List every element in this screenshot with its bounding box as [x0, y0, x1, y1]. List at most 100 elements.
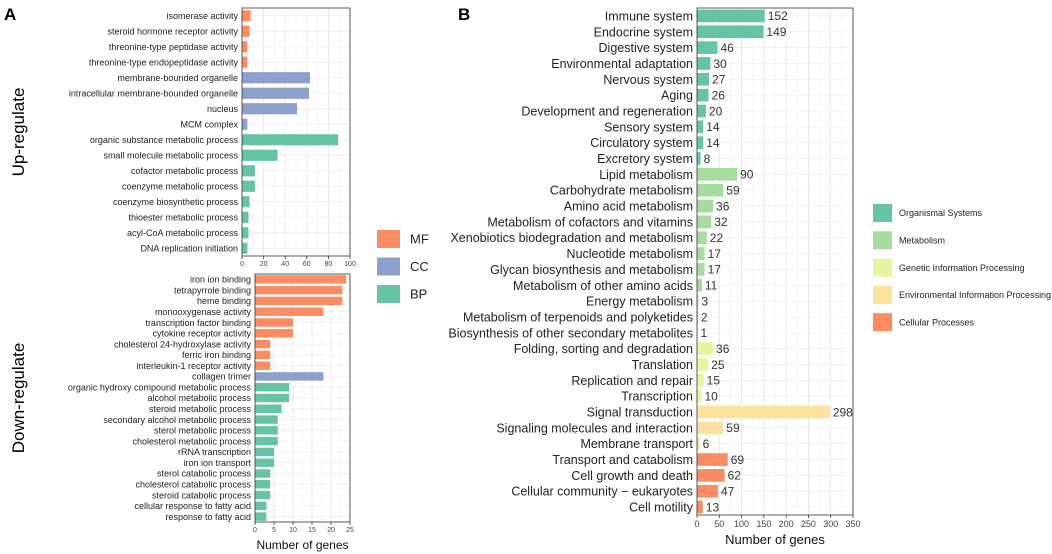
bar-interleukin-1-receptor-activity [255, 361, 271, 370]
category-label: secondary alcohol metabolic process [103, 415, 251, 425]
data-label: 2 [701, 310, 708, 324]
category-label: Nervous system [603, 73, 693, 87]
bar-lipid-metabolism [697, 168, 738, 181]
category-label: response to fatty acid [165, 512, 251, 522]
category-label: cofactor metabolic process [131, 166, 239, 176]
x-tick-label: 200 [779, 519, 794, 529]
legend-label: Organismal Systems [899, 208, 983, 218]
panel-b-label: B [458, 5, 470, 24]
category-label: thioester metabolic process [128, 212, 238, 222]
bar-metabolism-of-cofactors-and-vitamins [697, 215, 712, 229]
category-label: Signaling molecules and interaction [496, 421, 693, 435]
category-label: Lipid metabolism [599, 168, 693, 182]
bar-steroid-hormone-receptor-activity [242, 25, 250, 37]
x-axis-label: Number of genes [256, 538, 348, 552]
x-tick-label: 20 [327, 527, 335, 534]
bar-xenobiotics-biodegradation-and-metabolism [697, 231, 707, 245]
bar-amino-acid-metabolism [697, 199, 714, 213]
bar-endocrine-system [697, 25, 764, 39]
data-label: 1 [700, 326, 707, 340]
category-label: Transcription [621, 390, 693, 404]
legend-label: MF [410, 232, 429, 247]
bar-metabolism-of-terpenoids-and-polyketides [697, 310, 698, 324]
bar-glycan-biosynthesis-and-metabolism [697, 263, 705, 276]
data-label: 36 [716, 342, 730, 356]
category-label: Cell motility [629, 501, 694, 515]
category-label: tetrapyrrole binding [174, 285, 251, 295]
category-label: intracellular membrane-bounded organelle [69, 88, 238, 98]
data-label: 6 [703, 437, 710, 451]
category-label: membrane-bounded organelle [117, 73, 238, 83]
bar-iron-ion-binding [255, 275, 347, 284]
category-label: Signal transduction [587, 406, 693, 420]
category-label: Excretory system [597, 152, 693, 166]
bar-collagen-trimer [255, 372, 324, 381]
category-label: organic hydroxy compound metabolic proce… [68, 382, 252, 392]
category-label: Metabolism of terpenoids and polyketides [463, 310, 693, 324]
category-label: Endocrine system [594, 25, 693, 39]
bar-cellular-community-eukaryotes [697, 484, 718, 498]
data-label: 11 [705, 279, 718, 293]
bar-cholesterol-catabolic-process [255, 480, 271, 489]
category-label: organic substance metabolic process [90, 135, 239, 145]
bar-transcription [697, 389, 702, 403]
category-label: iron ion binding [190, 275, 251, 285]
data-label: 14 [706, 136, 720, 150]
category-label: ferric iron binding [182, 350, 251, 360]
bar-signal-transduction [697, 405, 830, 419]
bar-acyl-coa-metabolic-process [242, 227, 249, 239]
legend-swatch-bp [377, 285, 400, 303]
legend-label: Cellular Processes [899, 317, 975, 327]
category-label: Environmental adaptation [551, 57, 693, 71]
bar-membrane-bounded-organelle [242, 72, 311, 84]
bar-iron-ion-transport [255, 458, 274, 467]
category-label: collagen trimer [192, 372, 251, 382]
bar-cell-growth-and-death [697, 469, 725, 482]
bar-thioester-metabolic-process [242, 211, 249, 223]
bar-alcohol-metabolic-process [255, 393, 290, 403]
legend-kegg: Organismal Systems Metabolism Genetic Info… [873, 204, 1051, 332]
category-label: threonine-type endopeptidase activity [89, 57, 239, 67]
x-tick-label: 300 [823, 519, 838, 529]
bar-transport-and-catabolism [697, 453, 728, 466]
bar-aging [697, 88, 709, 102]
data-label: 298 [833, 405, 853, 419]
category-label: Metabolism of cofactors and vitamins [487, 215, 693, 229]
category-label: Sensory system [604, 120, 693, 134]
bar-threonine-type-peptidase-activity [242, 41, 248, 53]
bar-circulatory-system [697, 136, 704, 150]
bar-metabolism-of-other-amino-acids [697, 278, 702, 292]
bar-intracellular-membrane-bounded-organelle [242, 87, 309, 99]
legend-swatch-cellular-processes [873, 313, 892, 332]
plot-frame [696, 7, 854, 516]
data-label: 152 [768, 9, 788, 23]
x-tick-label: 100 [344, 261, 356, 268]
category-label: rRNA transcription [178, 447, 251, 457]
bar-nucleus [242, 103, 298, 115]
category-label: DNA replication initiation [140, 243, 238, 253]
data-label: 14 [706, 120, 720, 134]
category-label: Development and regeneration [521, 104, 693, 118]
category-label: cytokine receptor activity [152, 329, 251, 339]
bar-response-to-fatty-acid [255, 512, 267, 521]
legend-swatch-environmental-information-processing [873, 285, 892, 304]
legend-label: Metabolism [899, 236, 945, 246]
category-label: sterol metabolic process [154, 426, 252, 436]
legend-swatch-metabolism [873, 231, 892, 250]
bar-cholesterol-metabolic-process [255, 436, 278, 446]
x-tick-label: 100 [734, 519, 749, 529]
category-label: Nucleotide metabolism [567, 247, 693, 261]
category-label: alcohol metabolic process [147, 393, 251, 403]
bar-dna-replication-initiation [242, 242, 248, 254]
data-label: 17 [708, 247, 722, 261]
x-tick-label: 15 [308, 527, 316, 534]
bar-translation [697, 358, 709, 371]
bar-organic-substance-metabolic-process [242, 134, 339, 146]
plot-frame [241, 7, 351, 257]
data-label: 62 [728, 469, 742, 483]
category-label: transcription factor binding [145, 318, 251, 328]
x-tick-label: 10 [289, 527, 297, 534]
